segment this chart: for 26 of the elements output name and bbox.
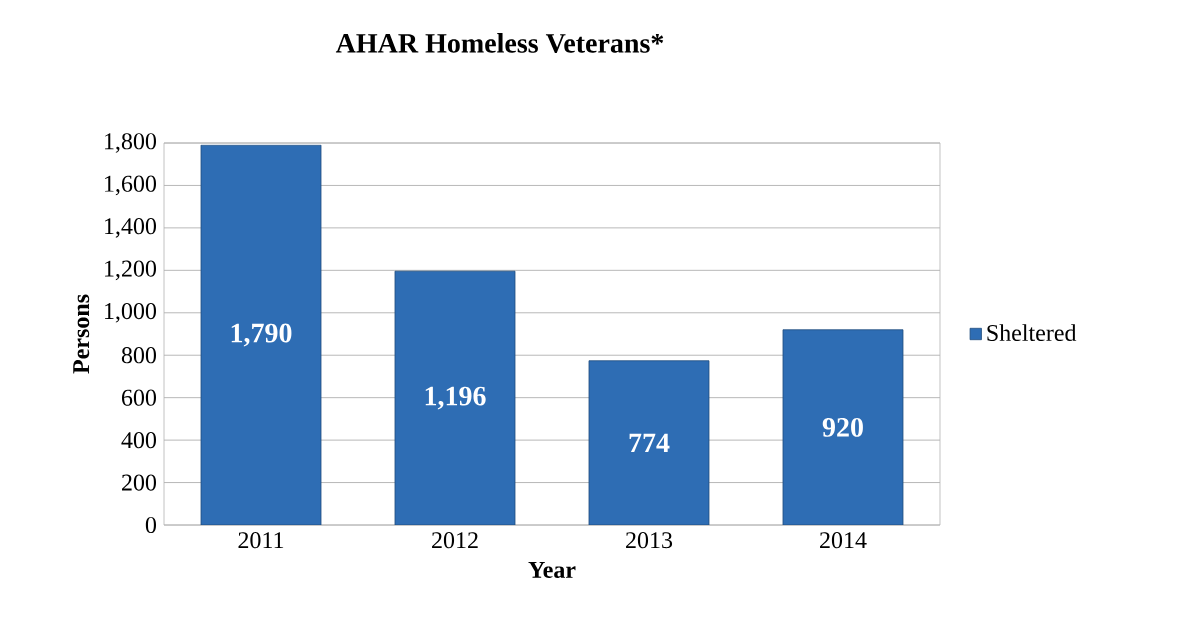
y-tick-label: 1,000 xyxy=(105,302,157,323)
x-tick-label: 2011 xyxy=(238,532,284,549)
chart-title: AHAR Homeless Veterans* xyxy=(335,33,664,53)
y-axis-title: Persons xyxy=(73,294,90,374)
bar xyxy=(200,144,322,525)
y-tick-label: 400 xyxy=(121,432,157,449)
data-label: 1,196 xyxy=(425,386,486,410)
y-tick-label: 0 xyxy=(145,516,157,534)
x-tick-label: 2013 xyxy=(626,532,673,549)
y-tick-label: 600 xyxy=(121,389,157,406)
data-label: 1,790 xyxy=(231,323,292,347)
x-tick-label: 2014 xyxy=(820,532,867,549)
x-tick-label: 2012 xyxy=(432,532,478,549)
legend-label: Sheltered xyxy=(987,324,1077,342)
data-label: 920 xyxy=(822,417,863,437)
y-tick-label: 1,600 xyxy=(105,175,157,196)
x-axis-title: Year xyxy=(528,561,576,578)
y-tick-label: 1,800 xyxy=(105,133,157,153)
bar xyxy=(782,329,904,525)
y-tick-label: 200 xyxy=(122,474,157,491)
bar xyxy=(394,270,516,525)
bar xyxy=(588,360,710,525)
y-tick-label: 800 xyxy=(121,347,157,364)
data-label: 774 xyxy=(629,433,670,453)
y-tick-label: 1,200 xyxy=(105,260,157,281)
y-tick-label: 1,400 xyxy=(105,218,157,238)
